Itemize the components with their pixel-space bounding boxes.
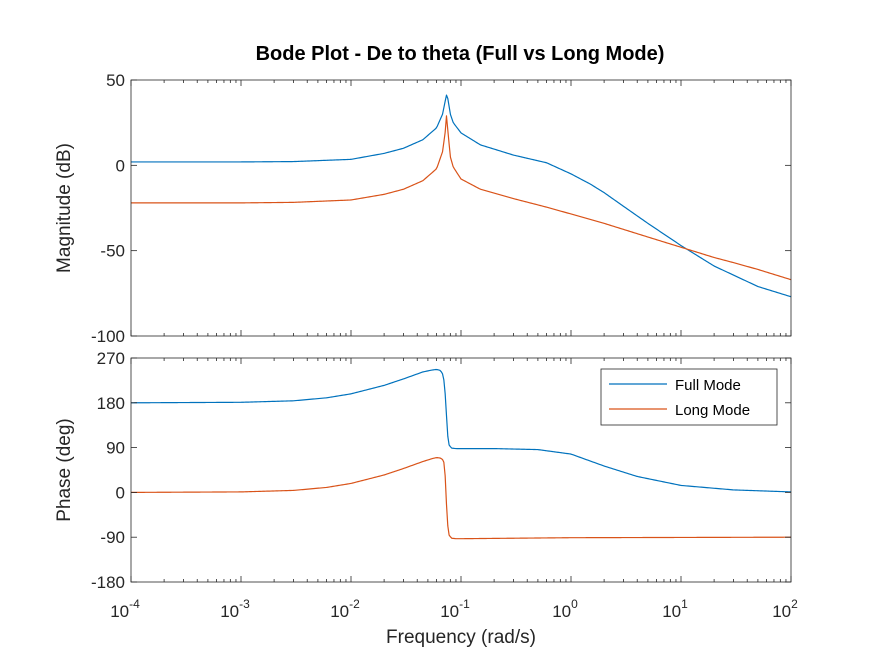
x-tick-label: 101	[662, 597, 688, 621]
x-tick-base: 10	[440, 602, 459, 621]
phase-ytick-label: -180	[91, 573, 125, 592]
x-tick-exponent: -2	[349, 597, 360, 611]
phase-ytick-label: 0	[116, 483, 125, 502]
x-tick-exponent: -1	[459, 597, 470, 611]
x-tick-exponent: -4	[129, 597, 140, 611]
magnitude-ytick-label: 0	[116, 156, 125, 175]
legend: Full Mode Long Mode	[600, 368, 778, 426]
x-tick-exponent: 2	[791, 597, 798, 611]
magnitude-ylabel: Magnitude (dB)	[54, 143, 75, 273]
x-tick-label: 10-3	[220, 597, 250, 621]
magnitude-axes-box	[130, 79, 792, 337]
phase-series-group	[130, 368, 792, 540]
x-tick-base: 10	[330, 602, 349, 621]
magnitude-series-group	[131, 94, 792, 298]
x-tick-base: 10	[220, 602, 239, 621]
phase-ytick-label: 90	[106, 439, 125, 458]
x-tick-label: 102	[772, 597, 798, 621]
phase-ytick-label: 270	[97, 349, 125, 368]
x-tick-label: 10-1	[440, 597, 470, 621]
x-tick-exponent: 1	[681, 597, 688, 611]
legend-box	[600, 368, 778, 426]
phase-ytick-label: -90	[100, 528, 125, 547]
x-tick-exponent: 0	[571, 597, 578, 611]
magnitude-ytick-label: -100	[91, 327, 125, 346]
x-tick-exponent: -3	[239, 597, 250, 611]
x-tick-label: 100	[552, 597, 578, 621]
x-tick-base: 10	[552, 602, 571, 621]
chart-title: Bode Plot - De to theta (Full vs Long Mo…	[256, 43, 665, 65]
x-tick-label: 10-2	[330, 597, 360, 621]
phase-ylabel: Phase (deg)	[54, 418, 75, 522]
magnitude-line-full-mode	[131, 94, 792, 298]
phase-line-full-mode	[130, 368, 792, 493]
phase-ytick-label: 180	[97, 394, 125, 413]
phase-axes-box	[130, 357, 792, 583]
magnitude-line-long-mode	[131, 115, 792, 281]
x-tick-base: 10	[662, 602, 681, 621]
legend-label-long: Long Mode	[675, 402, 750, 419]
x-tick-base: 10	[110, 602, 129, 621]
phase-line-long-mode	[130, 457, 791, 540]
magnitude-plot-area	[131, 80, 791, 336]
magnitude-ytick-label: 50	[106, 71, 125, 90]
phase-ticks-group: 270 180 90 0 -90 -180	[91, 349, 792, 592]
magnitude-ytick-label: -50	[100, 242, 125, 261]
x-tick-label: 10-4	[110, 597, 140, 621]
legend-label-full: Full Mode	[675, 377, 741, 394]
x-tick-base: 10	[772, 602, 791, 621]
magnitude-ticks-group: 50 0 -50 -100	[91, 71, 792, 346]
x-axis-tick-labels: 10-4 10-3 10-2 10-1 100 101 102	[110, 597, 798, 621]
magnitude-panel: 50 0 -50 -100 Magnitude (dB)	[54, 71, 792, 346]
x-axis-label: Frequency (rad/s)	[386, 627, 536, 648]
